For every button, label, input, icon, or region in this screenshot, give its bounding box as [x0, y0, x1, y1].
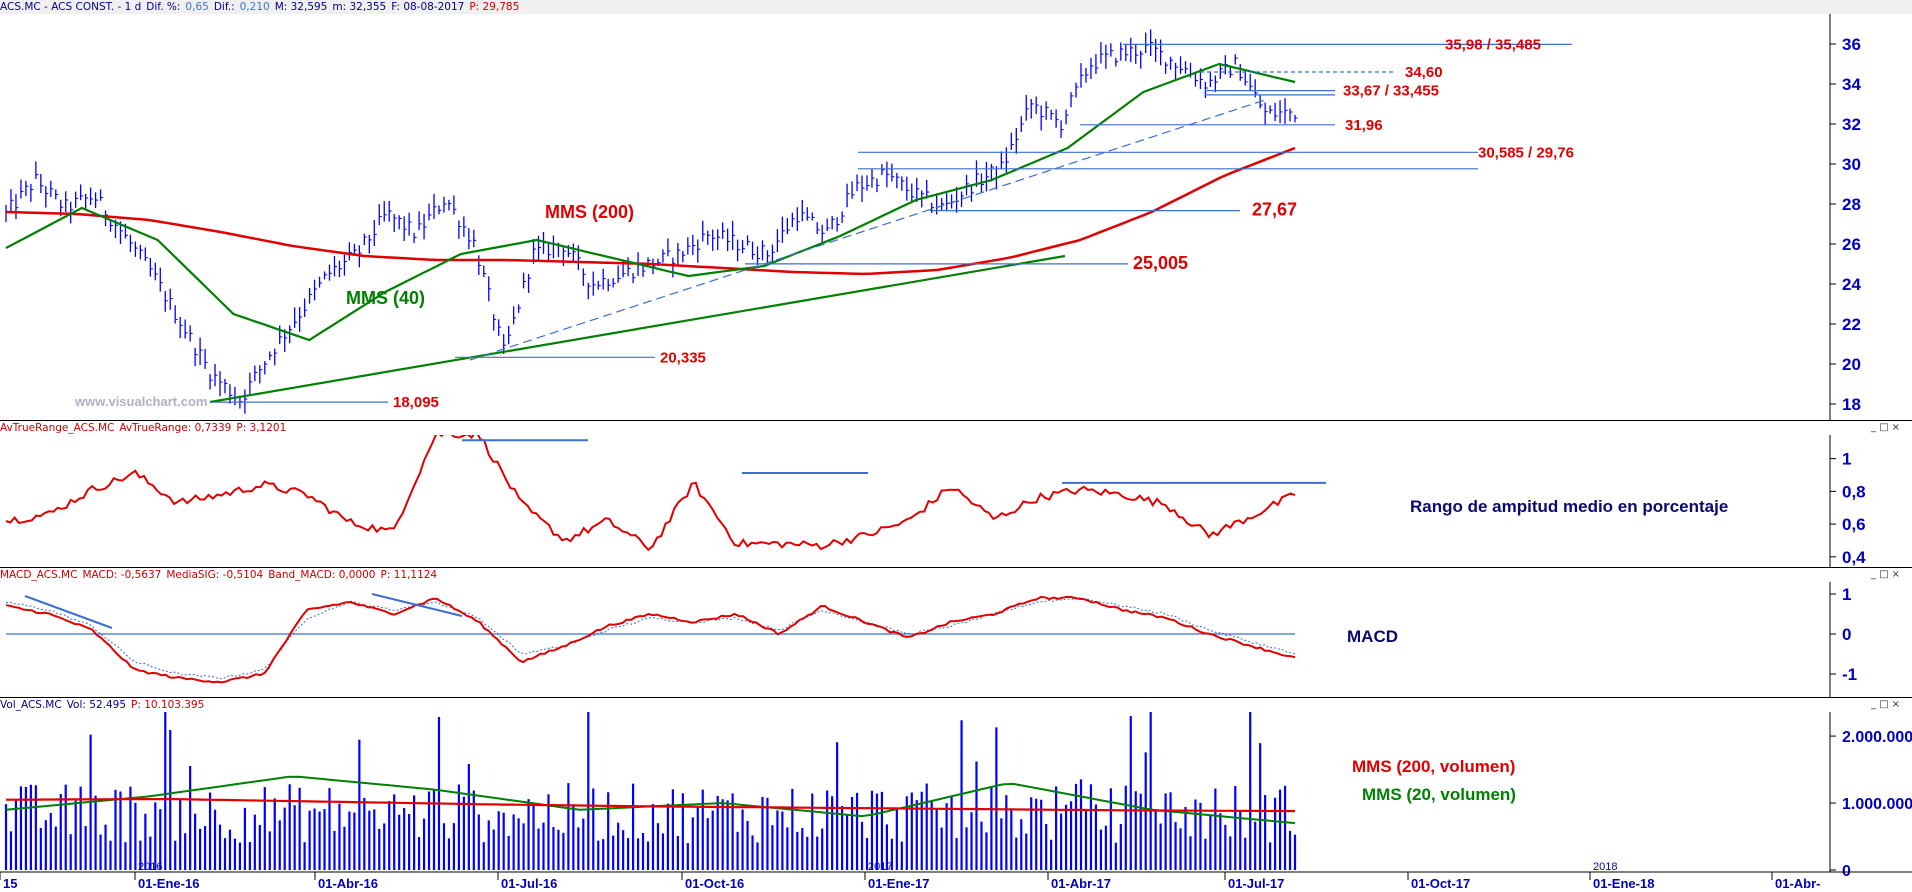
level-label: 30,585 / 29,76 — [1478, 144, 1574, 161]
x-year-label: 2018 — [1593, 861, 1617, 873]
level-label: 18,095 — [393, 394, 439, 411]
x-tick-label: 01-Abr-16 — [318, 876, 378, 891]
panel-window-controls[interactable]: _□× — [1871, 569, 1903, 580]
y-tick-label: 26 — [1842, 235, 1861, 254]
level-label: 20,335 — [660, 349, 706, 366]
x-tick-label: 01-Abr- — [1775, 876, 1821, 891]
price-panel: ACS.MC - ACS CONST. - 1 d Dif. %: 0,65 Dif.… — [0, 0, 1912, 420]
atr-caption: Rango de ampitud medio en porcentaje — [1410, 497, 1728, 516]
y-tick-label: 0,4 — [1842, 548, 1866, 567]
panel-window-controls[interactable]: _□× — [1871, 422, 1903, 433]
level-label: 33,67 / 33,455 — [1343, 83, 1439, 100]
x-tick-label: 01-Ene-18 — [1593, 876, 1654, 891]
y-tick-label: 2.000.000 — [1842, 729, 1912, 746]
level-label: 27,67 — [1252, 200, 1297, 220]
watermark: www.visualchart.com — [74, 394, 207, 409]
y-tick-label: -1 — [1842, 665, 1857, 684]
macd-header: MACD_ACS.MC MACD: -0,5637 MediaSIG: -0,510… — [0, 568, 1912, 582]
y-tick-label: 0,8 — [1842, 482, 1866, 501]
level-label: 34,60 — [1405, 64, 1443, 81]
macd-line — [5, 595, 1296, 684]
level-label: 25,005 — [1133, 253, 1188, 273]
long-trendline — [209, 254, 1066, 404]
x-tick-label: 15 — [3, 876, 17, 891]
x-year-label: 2016 — [138, 861, 162, 873]
y-tick-label: 0 — [1842, 625, 1851, 644]
mms200-line — [5, 146, 1296, 276]
atr-line — [5, 435, 1296, 552]
y-tick-label: 28 — [1842, 195, 1861, 214]
x-tick-label: 01-Jul-16 — [501, 876, 557, 891]
dashed-trendline — [469, 99, 1266, 361]
y-tick-label: 32 — [1842, 115, 1861, 134]
x-tick-label: 01-Abr-17 — [1051, 876, 1111, 891]
y-tick-label: 1 — [1842, 450, 1851, 469]
level-label: 31,96 — [1345, 117, 1383, 134]
price-header: ACS.MC - ACS CONST. - 1 d Dif. %: 0,65 Dif.… — [0, 0, 1912, 14]
y-tick-label: 36 — [1842, 35, 1861, 54]
y-tick-label: 24 — [1842, 275, 1861, 294]
mms40-label: MMS (40) — [346, 288, 425, 308]
volume-header: Vol_ACS.MC Vol: 52.495 P: 10.103.395 _□× — [0, 698, 1912, 712]
y-tick-label: 34 — [1842, 75, 1861, 94]
mms200-label: MMS (200) — [545, 202, 634, 222]
mms200-vol-caption: MMS (200, volumen) — [1352, 757, 1515, 776]
x-year-label: 2017 — [868, 861, 892, 873]
x-tick-label: 01-Oct-17 — [1411, 876, 1470, 891]
y-tick-label: 1.000.000 — [1842, 796, 1912, 813]
atr-panel: AvTrueRange_ACS.MC AvTrueRange: 0,7339 P: … — [0, 421, 1912, 567]
y-tick-label: 0,6 — [1842, 515, 1866, 534]
y-tick-label: 20 — [1842, 355, 1861, 374]
y-tick-label: 18 — [1842, 395, 1861, 414]
y-tick-label: 1 — [1842, 585, 1851, 604]
mms40-line — [5, 62, 1296, 342]
y-tick-label: 22 — [1842, 315, 1861, 334]
x-tick-label: 01-Oct-16 — [685, 876, 744, 891]
mms200-vol-line — [6, 797, 1296, 813]
x-tick-label: 01-Ene-17 — [868, 876, 929, 891]
macd-divergence-line — [371, 593, 463, 617]
x-tick-label: 01-Ene-16 — [138, 876, 199, 891]
macd-signal-line — [5, 597, 1296, 680]
panel-window-controls[interactable]: _□× — [1871, 699, 1903, 710]
macd-caption: MACD — [1347, 627, 1398, 646]
macd-divergence-line — [24, 595, 113, 629]
y-tick-label: 30 — [1842, 155, 1861, 174]
macd-panel: MACD_ACS.MC MACD: -0,5637 MediaSIG: -0,510… — [0, 568, 1912, 697]
x-tick-label: 01-Jul-17 — [1228, 876, 1284, 891]
atr-chart: 0,4 0,6 0,8 1 Rango de ampitud medio en porc… — [5, 435, 1866, 567]
atr-header: AvTrueRange_ACS.MC AvTrueRange: 0,7339 P: … — [0, 421, 1912, 435]
mms20-vol-caption: MMS (20, volumen) — [1362, 785, 1516, 804]
volume-panel: Vol_ACS.MC Vol: 52.495 P: 10.103.395 _□× 2… — [0, 698, 1912, 892]
level-label: 35,98 / 35,485 — [1445, 36, 1541, 53]
macd-chart: 1 0 -1 MACD — [5, 582, 1857, 697]
